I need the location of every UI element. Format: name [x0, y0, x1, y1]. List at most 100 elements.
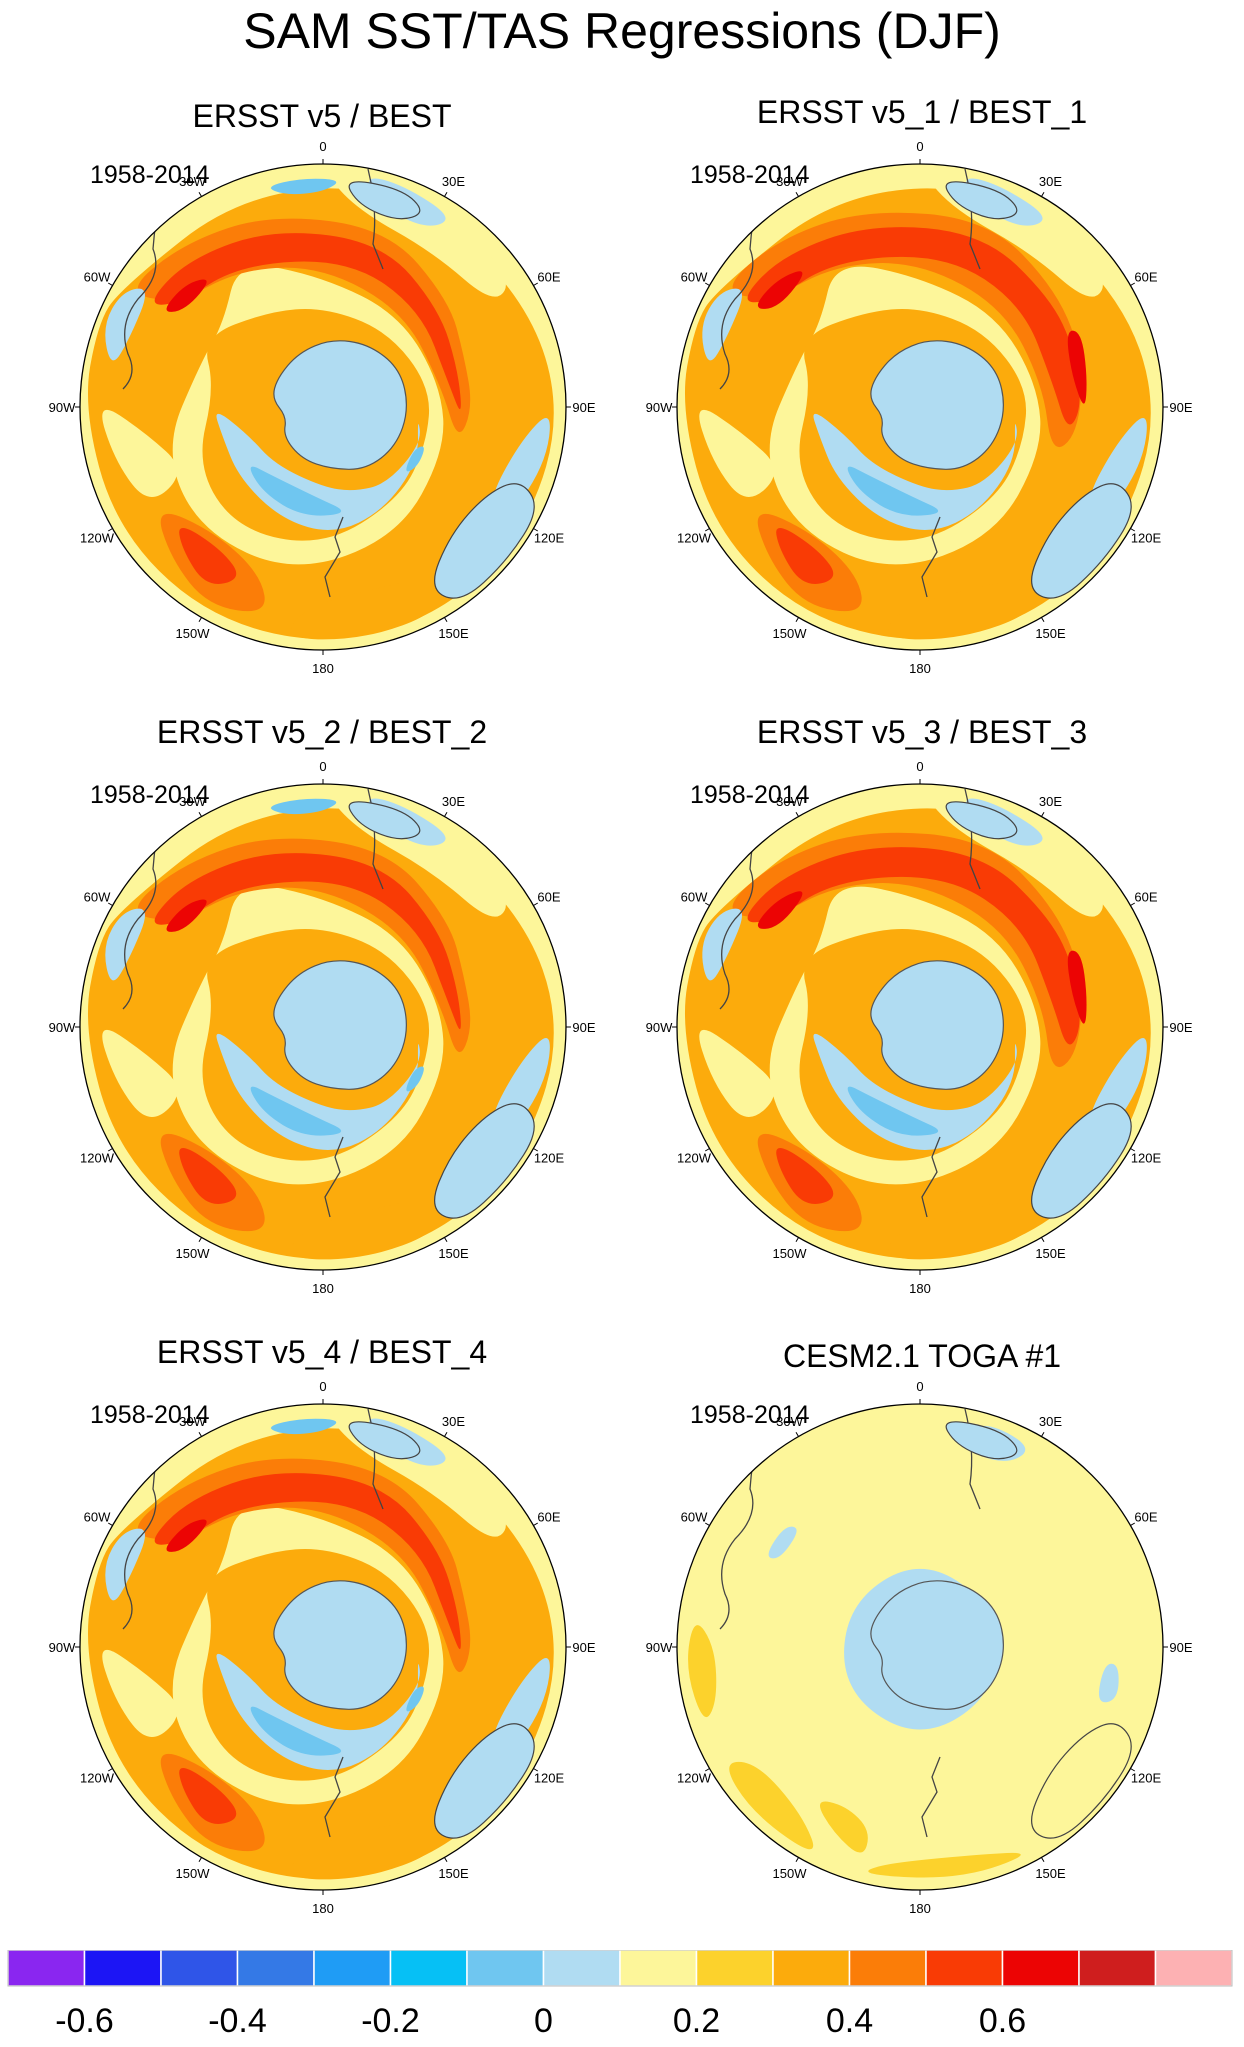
- longitude-label: 30E: [1039, 794, 1062, 809]
- colorbar-swatch: [542, 1950, 621, 1987]
- longitude-tick: [1041, 1857, 1045, 1863]
- africa-landmass: [945, 181, 1018, 220]
- longitude-tick: [107, 1768, 113, 1772]
- antarctica-landmass: [870, 1580, 1004, 1710]
- longitude-label: 60E: [537, 270, 560, 285]
- contour-region: [179, 1148, 237, 1204]
- longitude-label: 120W: [677, 1771, 712, 1786]
- contour-region: [250, 1706, 342, 1756]
- antarctica-landmass: [273, 1580, 407, 1710]
- contour-region: [819, 1801, 868, 1853]
- longitude-tick: [1130, 902, 1136, 906]
- longitude-label: 30W: [179, 1414, 206, 1429]
- longitude-label: 60E: [537, 890, 560, 905]
- contour-region: [888, 579, 1038, 640]
- longitude-tick: [704, 1148, 710, 1152]
- longitude-tick: [198, 811, 202, 817]
- map-panel-6: 0 30E 60E 90E 120E 150E 180 150W 120W 90W 60W 30W C…: [622, 1325, 1222, 1945]
- africa-landmass: [348, 181, 421, 220]
- panel-period: 1958-2014: [90, 781, 210, 809]
- longitude-label: 60E: [537, 1510, 560, 1525]
- contour-region: [1098, 1663, 1119, 1703]
- longitude-label: 150E: [1035, 1246, 1066, 1261]
- colorbar-tick-label: 0.2: [673, 2002, 720, 2040]
- longitude-label: 90W: [49, 1020, 76, 1035]
- contour-region: [406, 446, 424, 472]
- longitude-label: 0: [916, 1379, 923, 1394]
- polar-map: 0 30E 60E 90E 120E 150E 180 150W 120W 90W 60W 30W: [646, 1379, 1193, 1916]
- longitude-tick: [1130, 282, 1136, 286]
- australia-landmass: [1031, 1103, 1132, 1219]
- longitude-label: 90E: [1169, 1020, 1192, 1035]
- longitude-label: 150E: [438, 626, 469, 641]
- longitude-label: 90E: [572, 1020, 595, 1035]
- contour-region: [688, 1625, 717, 1718]
- contour-region: [888, 1199, 1038, 1260]
- contour-region: [699, 1029, 775, 1117]
- figure-title: SAM SST/TAS Regressions (DJF): [243, 3, 1001, 59]
- longitude-label: 90W: [49, 1640, 76, 1655]
- longitude-label: 60W: [681, 890, 708, 905]
- colorbar-swatch: [695, 1950, 774, 1987]
- map-panel-5: 0 30E 60E 90E 120E 150E 180 150W 120W 90W 60W 30W E…: [22, 1325, 622, 1945]
- longitude-label: 150W: [773, 1246, 808, 1261]
- map-panel-1: 0 30E 60E 90E 120E 150E 180 150W 120W 90W 60W 30W E…: [22, 85, 622, 705]
- longitude-tick: [1130, 528, 1136, 532]
- longitude-tick: [107, 902, 113, 906]
- longitude-label: 180: [312, 661, 334, 676]
- australia-landmass: [1031, 483, 1132, 599]
- new-zealand-coastline: [921, 516, 941, 598]
- longitude-tick: [533, 902, 539, 906]
- longitude-label: 120W: [80, 1151, 115, 1166]
- longitude-label: 180: [909, 1901, 931, 1916]
- australia-landmass: [434, 1103, 535, 1219]
- colorbar-tick-label: -0.4: [208, 2002, 267, 2040]
- polar-map: 0 30E 60E 90E 120E 150E 180 150W 120W 90W 60W 30W: [49, 1379, 596, 1916]
- panel-period: 1958-2014: [90, 1401, 210, 1429]
- colorbar-tick-label: 0.4: [826, 2002, 873, 2040]
- longitude-label: 30E: [1039, 174, 1062, 189]
- longitude-label: 30E: [442, 794, 465, 809]
- longitude-label: 60W: [84, 270, 111, 285]
- longitude-label: 0: [319, 1379, 326, 1394]
- longitude-tick: [444, 1431, 448, 1437]
- polar-map: 0 30E 60E 90E 120E 150E 180 150W 120W 90W 60W 30W: [646, 759, 1193, 1296]
- longitude-label: 120W: [80, 531, 115, 546]
- africa-landmass: [348, 801, 421, 840]
- contour-region: [757, 891, 803, 929]
- colorbar-swatch: [1001, 1950, 1080, 1987]
- map-panel-2: 0 30E 60E 90E 120E 150E 180 150W 120W 90W 60W 30W E…: [622, 85, 1222, 705]
- colorbar-tick-label: -0.2: [361, 2002, 420, 2040]
- longitude-label: 120E: [1131, 531, 1162, 546]
- longitude-label: 180: [312, 1281, 334, 1296]
- contour-region: [216, 413, 420, 530]
- longitude-label: 60W: [681, 1510, 708, 1525]
- longitude-tick: [107, 1148, 113, 1152]
- africa-landmass: [348, 1421, 421, 1460]
- longitude-label: 30E: [1039, 1414, 1062, 1429]
- contour-region: [868, 1852, 1021, 1878]
- contour-region: [154, 853, 461, 1030]
- longitude-label: 90E: [1169, 400, 1192, 415]
- longitude-tick: [1130, 1522, 1136, 1526]
- longitude-label: 150E: [1035, 626, 1066, 641]
- longitude-label: 180: [909, 1281, 931, 1296]
- longitude-tick: [1041, 811, 1045, 817]
- longitude-tick: [1041, 1431, 1045, 1437]
- contour-region: [1067, 950, 1087, 1024]
- longitude-label: 60E: [1134, 1510, 1157, 1525]
- contour-region: [270, 1418, 337, 1435]
- contour-region: [250, 466, 342, 516]
- contour-region: [166, 279, 207, 312]
- longitude-tick: [795, 191, 799, 197]
- contour-region: [179, 528, 237, 584]
- longitude-tick: [444, 1237, 448, 1243]
- contour-region: [747, 847, 1080, 1045]
- australia-landmass: [1031, 1723, 1132, 1839]
- colorbar-swatch: [1078, 1950, 1157, 1987]
- longitude-tick: [198, 191, 202, 197]
- longitude-tick: [704, 1522, 710, 1526]
- longitude-label: 120E: [534, 531, 565, 546]
- longitude-label: 120E: [534, 1151, 565, 1166]
- longitude-tick: [704, 902, 710, 906]
